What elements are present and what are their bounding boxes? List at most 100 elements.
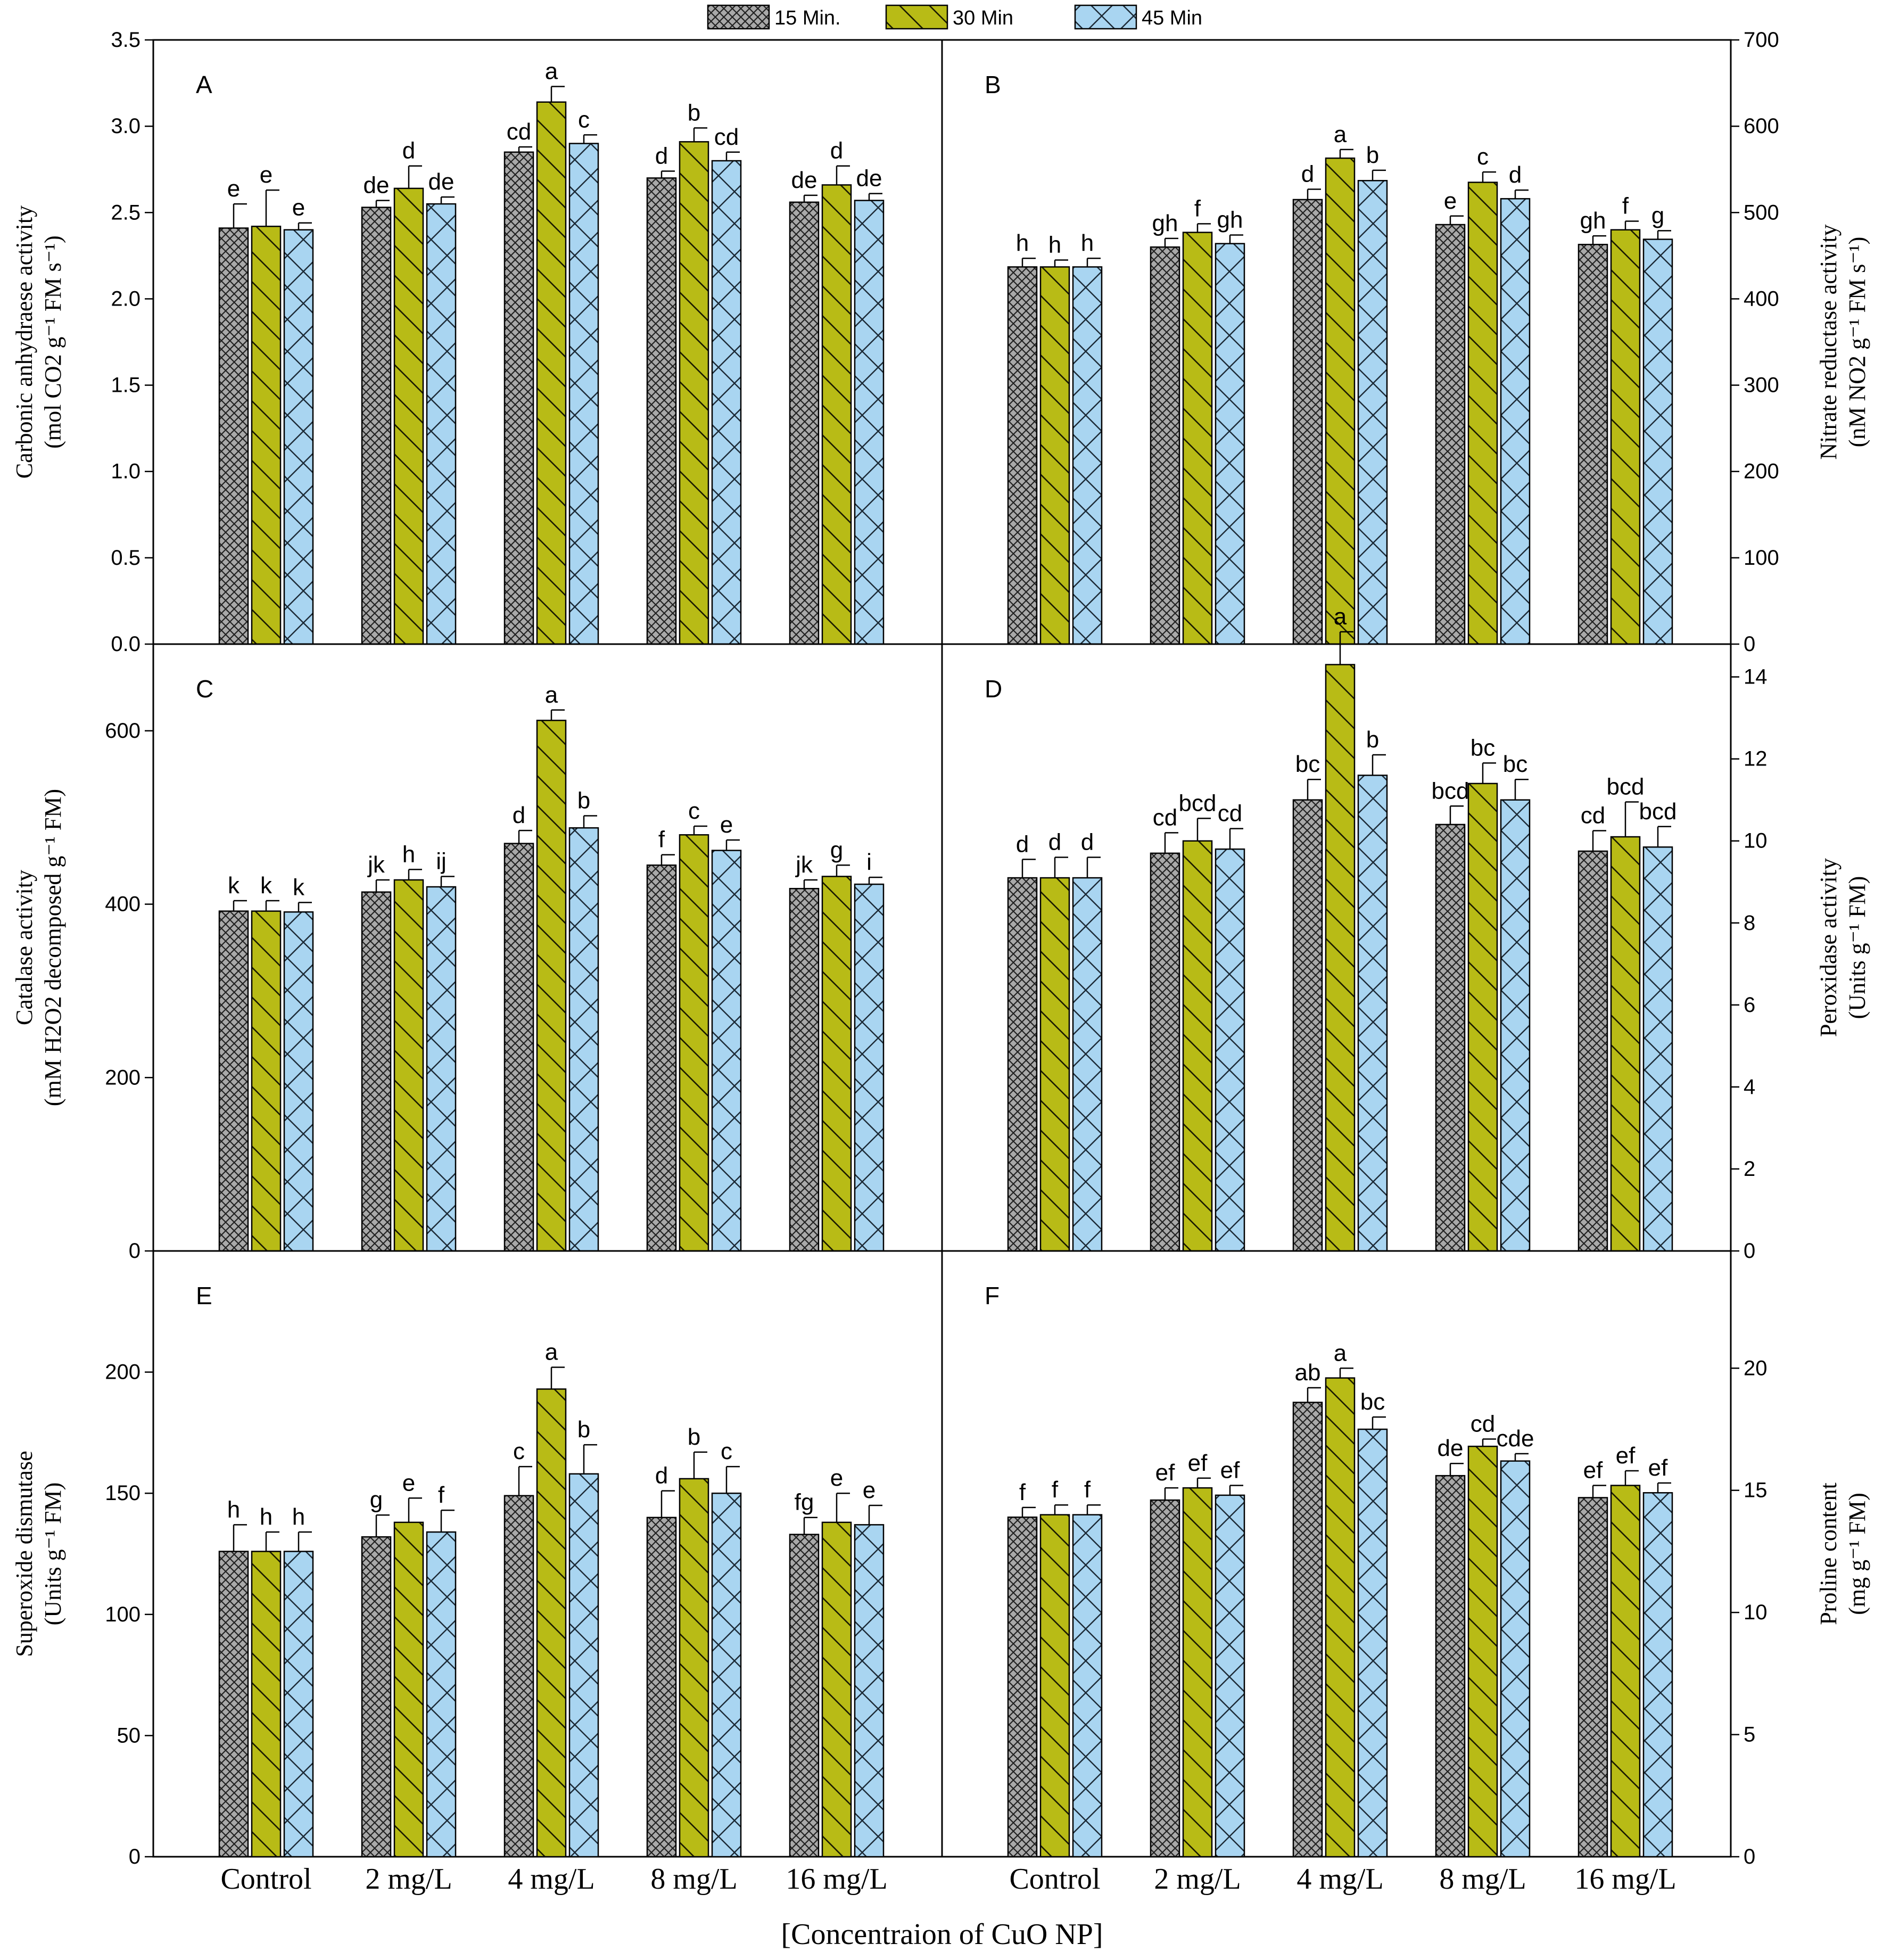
- significance-letter: e: [720, 812, 733, 838]
- bar: [1007, 1516, 1038, 1858]
- category-label: 4 mg/L: [508, 1863, 594, 1896]
- significance-letter: d: [402, 138, 415, 164]
- y-tick-label: 0.5: [111, 546, 141, 570]
- significance-letter: bcd: [1179, 790, 1217, 816]
- y-tick-label: 400: [105, 893, 141, 916]
- y-tick-label: 0: [1744, 1845, 1755, 1868]
- bar: [711, 850, 742, 1252]
- panel-letter: B: [985, 71, 1001, 98]
- significance-letter: a: [545, 59, 558, 85]
- legend-label-45min: 45 Min: [1142, 7, 1202, 29]
- y-tick-label: 3.0: [111, 114, 141, 138]
- bar: [361, 207, 392, 645]
- bar: [568, 143, 599, 645]
- bar: [679, 1478, 709, 1858]
- bar: [1039, 1514, 1070, 1858]
- bar: [854, 200, 885, 645]
- bar: [361, 891, 392, 1252]
- y-tick-label: 300: [1744, 374, 1779, 397]
- y-tick-label: 10: [1744, 829, 1768, 853]
- bar: [1150, 1499, 1180, 1858]
- bar: [1578, 244, 1608, 645]
- significance-letter: f: [1019, 1479, 1026, 1505]
- y-tick-label: 100: [1744, 546, 1779, 570]
- bar: [503, 1495, 534, 1858]
- bar: [218, 910, 249, 1252]
- legend-item-15min: 15 Min.: [707, 4, 841, 30]
- y-axis-label: Proline content (mg g⁻¹ FM): [1815, 1483, 1870, 1625]
- bar: [426, 203, 457, 645]
- significance-letter: a: [1334, 121, 1347, 147]
- bar: [536, 1388, 567, 1858]
- y-axis-label: Nitrate reductase activity (nM NO2 g⁻¹ FM…: [1815, 224, 1870, 459]
- category-labels: Control 2 mg/L 4 mg/L 8 mg/L 16 mg/L Control 2…: [220, 1863, 1676, 1896]
- y-axis-label-line: Proline content: [1815, 1483, 1841, 1625]
- y-tick-label: 400: [1744, 287, 1779, 310]
- y-axis-label-line: Peroxidase activity: [1815, 858, 1841, 1037]
- bar: [1500, 198, 1531, 645]
- bar: [393, 187, 424, 645]
- significance-letter: ef: [1155, 1460, 1175, 1486]
- y-tick-label: 10: [1744, 1601, 1768, 1624]
- bar: [1467, 182, 1498, 645]
- bar: [426, 1531, 457, 1858]
- bar: [646, 1517, 677, 1858]
- y-axis-label: Catalase activity (mM H2O2 decomposed g⁻¹…: [11, 789, 66, 1106]
- significance-letter: ij: [436, 848, 447, 874]
- bar: [1039, 266, 1070, 645]
- bar: [1039, 877, 1070, 1252]
- bar: [568, 1473, 599, 1858]
- significance-letter: b: [1366, 727, 1379, 753]
- bar: [503, 843, 534, 1252]
- significance-letter: gh: [1152, 210, 1178, 236]
- bar: [393, 1521, 424, 1858]
- legend-item-45min: 45 Min: [1074, 4, 1202, 30]
- significance-letter: de: [856, 166, 882, 192]
- y-axis-label: Superoxide dismutase (Units g⁻¹ FM): [11, 1451, 66, 1657]
- bar: [789, 1534, 820, 1858]
- bar: [1325, 1377, 1356, 1858]
- y-tick-label: 0.0: [111, 632, 141, 656]
- y-tick-label: 50: [117, 1724, 141, 1747]
- bar: [1150, 852, 1180, 1252]
- y-tick-label: 1.0: [111, 460, 141, 483]
- bar: [1215, 848, 1245, 1252]
- bar: [1182, 840, 1213, 1252]
- bar: [1435, 1475, 1466, 1858]
- significance-letter: g: [830, 837, 843, 863]
- significance-letter: jk: [795, 852, 813, 878]
- significance-letter: b: [1366, 142, 1379, 168]
- significance-letter: c: [578, 106, 590, 133]
- bar: [646, 177, 677, 645]
- significance-letter: e: [227, 176, 240, 202]
- panel-letter: C: [196, 675, 213, 703]
- significance-letter: cd: [1581, 802, 1605, 828]
- y-tick-label: 150: [105, 1481, 141, 1505]
- significance-letter: ef: [1188, 1450, 1208, 1476]
- significance-letter: de: [791, 167, 817, 193]
- bar: [568, 827, 599, 1252]
- category-label: 8 mg/L: [1439, 1863, 1526, 1896]
- y-tick-label: 6: [1744, 993, 1755, 1017]
- significance-letter: h: [402, 841, 415, 867]
- bar: [1072, 877, 1103, 1252]
- significance-letter: cd: [507, 119, 531, 145]
- significance-letter: fg: [795, 1489, 814, 1516]
- significance-letter: b: [577, 787, 590, 813]
- significance-letter: f: [1622, 193, 1629, 219]
- significance-letter: e: [292, 195, 305, 221]
- y-axis-label-line: Carbonic anhydraese activity: [11, 205, 37, 479]
- bar: [646, 864, 677, 1252]
- y-axis-label-line: Nitrate reductase activity: [1815, 224, 1841, 459]
- bar: [1610, 1485, 1641, 1858]
- y-tick-label: 700: [1744, 28, 1779, 52]
- significance-letter: ef: [1648, 1455, 1668, 1481]
- panel-E: 0 50 100 150 200 Superoxide dismutase (Units g…: [11, 1250, 943, 1868]
- panel-F: 0 5 10 15 20 Proline content (mg g⁻¹ FM) Ff ef ab…: [941, 1250, 1870, 1868]
- category-label: 16 mg/L: [786, 1863, 887, 1896]
- category-label: Control: [220, 1863, 311, 1896]
- bar: [1215, 243, 1245, 645]
- bar: [283, 1551, 314, 1858]
- category-label: Control: [1009, 1863, 1100, 1896]
